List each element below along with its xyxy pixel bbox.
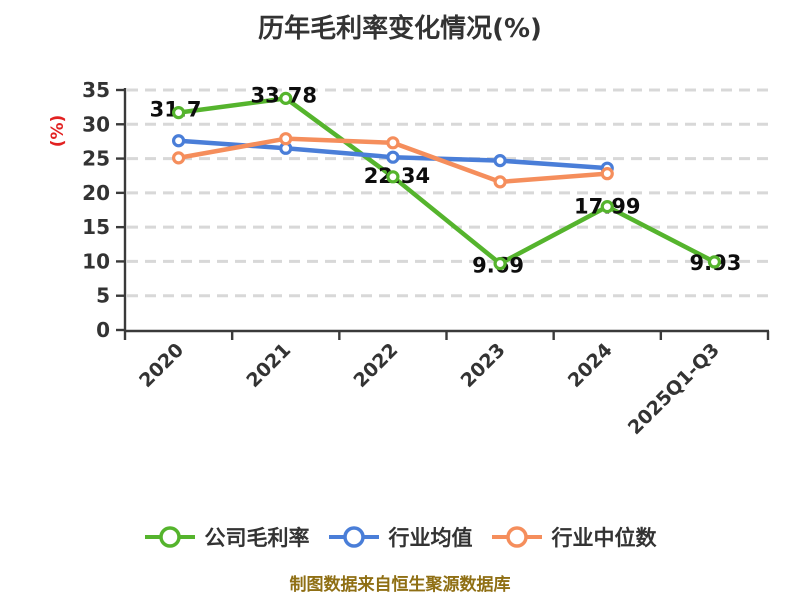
legend-label: 行业中位数 [551, 526, 657, 550]
y-axis-tick-label: 10 [82, 249, 110, 273]
x-axis-label: 2022 [349, 339, 402, 392]
x-axis-label: 2023 [457, 339, 510, 392]
data-point-marker [386, 150, 400, 164]
legend-label: 行业均值 [388, 526, 473, 550]
data-point-marker [171, 106, 186, 120]
legend-marker-icon [144, 526, 195, 548]
y-axis-tick-label: 20 [82, 181, 110, 205]
data-point-marker [386, 136, 400, 150]
data-source-caption: 制图数据来自恒生聚源数据库 [289, 575, 511, 595]
y-axis-tick-label: 25 [82, 147, 110, 171]
chart-title: 历年毛利率变化情况(%) [258, 14, 542, 44]
x-axis-label: 2025Q1-Q3 [624, 339, 724, 439]
x-axis-label: 2021 [242, 339, 295, 392]
data-point-marker [493, 154, 507, 168]
data-point-marker [493, 256, 507, 271]
line-chart-canvas: 0 5 10 15 20 25 30 35 2020 2021 2022 2023 2024 2025Q1… [48, 78, 770, 439]
x-axis-label: 2020 [135, 339, 188, 392]
data-point-marker [279, 132, 293, 146]
legend-item-1[interactable]: 行业均值 [328, 522, 473, 552]
y-axis-tick-label: 30 [82, 112, 110, 136]
data-point-marker [600, 167, 614, 181]
legend-item-2[interactable]: 行业中位数 [491, 522, 657, 552]
y-axis-tick-label: 5 [96, 284, 110, 308]
data-point-marker [493, 175, 507, 189]
legend-marker-icon [328, 526, 379, 548]
legend-marker-icon [491, 526, 542, 548]
legend-item-0[interactable]: 公司毛利率 [144, 522, 310, 552]
data-point-marker [707, 255, 722, 269]
x-axis-label: 2024 [564, 339, 617, 392]
data-point-marker [171, 151, 186, 165]
y-axis-tick-label: 15 [82, 215, 110, 239]
data-point-marker [279, 91, 293, 105]
chart-legend: 公司毛利率 行业均值 行业中位数 [0, 522, 800, 552]
data-point-marker [171, 134, 186, 148]
data-point-marker [600, 200, 614, 214]
series-line-0 [176, 96, 717, 266]
y-axis-title: (%) [48, 115, 68, 148]
y-axis-tick-label: 0 [96, 318, 110, 342]
legend-label: 公司毛利率 [204, 526, 310, 550]
y-axis-tick-label: 35 [82, 78, 110, 102]
data-point-marker [386, 170, 400, 184]
